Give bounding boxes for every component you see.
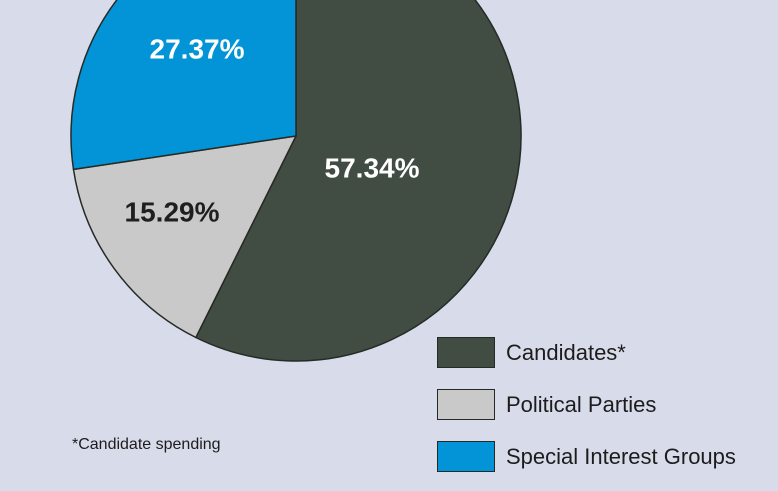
slice-label-political-parties: 15.29% xyxy=(125,196,220,227)
legend: Candidates* Political Parties Special In… xyxy=(437,335,778,491)
slice-label-candidates: 57.34% xyxy=(325,152,420,183)
legend-swatch-candidates xyxy=(437,337,495,368)
footnote: *Candidate spending xyxy=(72,436,221,453)
pie-chart-svg: 57.34% 15.29% 27.37% xyxy=(70,0,522,362)
legend-swatch-political-parties xyxy=(437,389,495,420)
slice-label-special-interest-groups: 27.37% xyxy=(150,33,245,64)
slice-candidates xyxy=(194,0,522,362)
slice-special-interest-groups xyxy=(70,0,297,171)
pie-chart: 57.34% 15.29% 27.37% Candidates* Political… xyxy=(70,0,736,472)
legend-item-special-interest-groups: Special Interest Groups xyxy=(437,439,778,474)
legend-label-special-interest-groups: Special Interest Groups xyxy=(506,443,736,469)
legend-item-candidates: Candidates* xyxy=(437,335,778,370)
legend-item-political-parties: Political Parties xyxy=(437,387,778,422)
legend-label-candidates: Candidates* xyxy=(506,339,626,365)
legend-swatch-special-interest-groups xyxy=(437,441,495,472)
slice-political-parties xyxy=(72,135,298,339)
legend-label-political-parties: Political Parties xyxy=(506,391,657,417)
